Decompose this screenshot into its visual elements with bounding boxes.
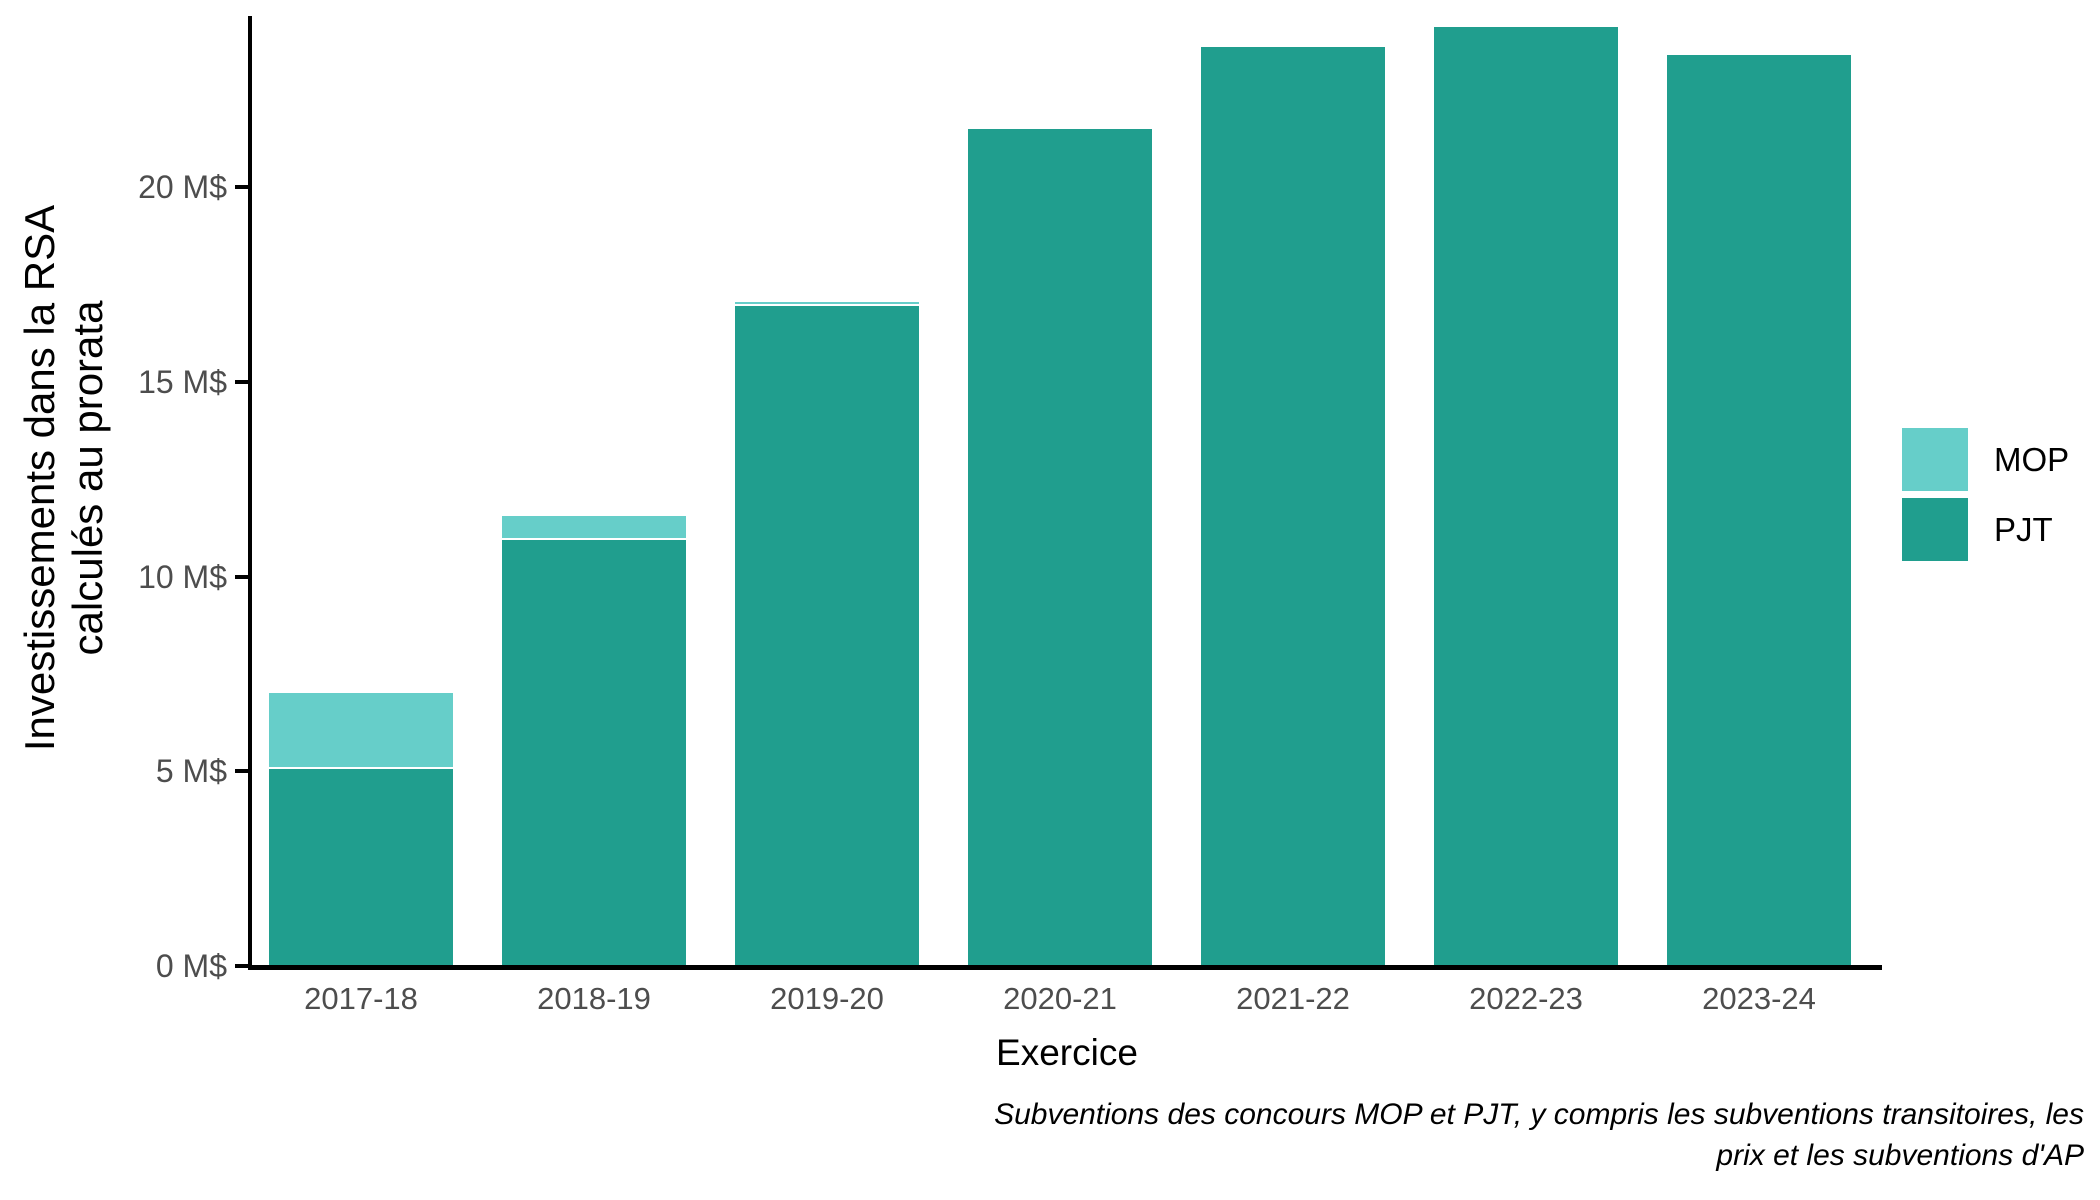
y-axis-line [248, 16, 252, 969]
bar-segment-pjt-2023-24 [1667, 52, 1851, 967]
y-tick-mark-5 [235, 769, 248, 774]
y-tick-mark-20 [235, 185, 248, 189]
bar-segment-pjt-2018-19 [502, 537, 686, 966]
bar-segment-pjt-2021-22 [1201, 44, 1385, 967]
y-tick-label-15: 15 M$ [138, 363, 227, 400]
x-tick-label-2020-21: 2020-21 [1003, 981, 1117, 1016]
y-tick-mark-15 [235, 379, 248, 384]
bar-2019-20 [735, 299, 919, 966]
x-axis-line [248, 965, 1882, 970]
legend-label-mop: MOP [1994, 441, 2070, 478]
bar-segment-mop-2020-21 [968, 124, 1152, 127]
bar-segment-pjt-2017-18 [269, 767, 453, 966]
bar-segment-mop-2021-22 [1201, 42, 1385, 45]
y-tick-label-20: 20 M$ [138, 169, 227, 205]
bar-segment-pjt-2022-23 [1434, 25, 1618, 967]
y-tick-label-5: 5 M$ [155, 753, 227, 790]
y-tick-label-10: 10 M$ [138, 558, 227, 595]
bar-segment-mop-2018-19 [502, 514, 686, 538]
bar-2023-24 [1667, 50, 1851, 967]
x-tick-label-2019-20: 2019-20 [770, 981, 884, 1016]
legend-swatch-mop [1902, 428, 1968, 491]
bar-segment-pjt-2020-21 [968, 126, 1152, 967]
x-tick-label-2017-18: 2017-18 [304, 981, 418, 1016]
x-axis-title: Exercice [996, 1032, 1138, 1073]
x-tick-label-2018-19: 2018-19 [537, 981, 651, 1016]
bar-segment-mop-2022-23 [1434, 23, 1618, 26]
x-tick-label-2023-24: 2023-24 [1702, 981, 1816, 1016]
bar-2020-21 [968, 124, 1152, 967]
caption-line-1: Subventions des concours MOP et PJT, y c… [994, 1098, 2084, 1131]
legend-label-pjt: PJT [1994, 511, 2053, 548]
bar-segment-mop-2023-24 [1667, 50, 1851, 53]
caption: Subventions des concours MOP et PJT, y c… [384, 1094, 2084, 1176]
bar-2018-19 [502, 514, 686, 966]
x-tick-label-2022-23: 2022-23 [1469, 981, 1583, 1016]
y-tick-mark-10 [235, 574, 248, 579]
x-tick-label-2021-22: 2021-22 [1236, 981, 1350, 1016]
legend-swatch-pjt [1902, 498, 1968, 561]
bar-segment-mop-2019-20 [735, 299, 919, 304]
bar-segment-mop-2017-18 [269, 691, 453, 768]
bar-segment-pjt-2019-20 [735, 303, 919, 966]
bar-2022-23 [1434, 23, 1618, 967]
bar-2017-18 [269, 691, 453, 966]
bar-2021-22 [1201, 42, 1385, 967]
y-tick-mark-0 [235, 964, 248, 968]
y-tick-label-0: 0 M$ [155, 948, 227, 984]
caption-line-2: prix et les subventions d'AP [1716, 1139, 2084, 1172]
